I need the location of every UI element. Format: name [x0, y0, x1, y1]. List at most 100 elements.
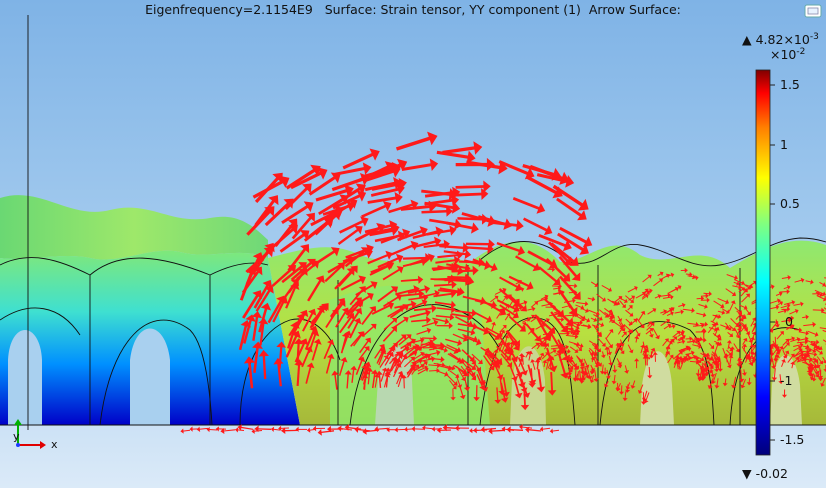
arrow-head — [373, 373, 380, 378]
arrow-head — [692, 354, 697, 360]
arrow-head — [561, 316, 565, 322]
arrow — [436, 150, 469, 159]
arrow — [377, 288, 395, 303]
arrow-head — [727, 326, 732, 331]
arrow-head — [587, 323, 591, 329]
arrow-head — [697, 341, 702, 346]
arrow — [691, 356, 697, 359]
arrow-head — [562, 239, 572, 252]
arrow-head — [600, 354, 606, 359]
arrow — [637, 312, 644, 322]
arrow-head — [746, 311, 751, 316]
arrow — [591, 374, 595, 381]
arrow-head — [738, 360, 744, 364]
arrow — [498, 363, 501, 370]
arrow-head — [541, 322, 546, 328]
arrow — [741, 295, 749, 303]
arrow — [730, 318, 738, 326]
arrow-head — [593, 317, 598, 323]
arrow-head — [436, 427, 441, 434]
arrow-head — [444, 371, 449, 377]
arrow — [457, 328, 472, 333]
arrow — [549, 350, 555, 354]
arrow-head — [589, 379, 595, 384]
arrow-head — [534, 315, 539, 321]
arrow-head — [805, 330, 809, 336]
arrow — [568, 320, 578, 326]
arrow — [397, 376, 403, 388]
arrow-head — [414, 364, 420, 369]
arrow — [823, 307, 826, 310]
arrow-head — [618, 296, 623, 301]
arrow — [399, 344, 410, 355]
arrow — [308, 176, 336, 196]
arrow-head — [715, 341, 721, 346]
arrow-head — [743, 288, 748, 293]
arrow — [802, 316, 807, 319]
arrow-head — [616, 300, 621, 306]
arrow — [420, 358, 433, 362]
arrow-head — [386, 427, 390, 433]
arrow-head — [680, 348, 685, 353]
arrow — [625, 309, 632, 316]
arrow-head — [647, 274, 652, 279]
arrow-head — [511, 355, 519, 362]
arrow — [795, 355, 803, 359]
arrow — [607, 311, 612, 318]
arrow — [435, 315, 451, 319]
arrow — [662, 296, 672, 299]
arrow-head — [525, 351, 530, 356]
arrow — [822, 339, 826, 343]
arrow-head — [779, 301, 783, 306]
arrow — [605, 381, 609, 386]
arrow — [476, 374, 484, 387]
arrow — [301, 350, 310, 368]
arrow — [429, 346, 442, 351]
arrow-head — [384, 161, 395, 174]
arrow-head — [356, 190, 367, 202]
arrow-head — [354, 426, 359, 433]
arrow — [408, 302, 424, 311]
arrow — [253, 347, 259, 373]
arrow-head — [561, 290, 565, 296]
arrow-head — [305, 212, 315, 222]
arrow — [692, 325, 703, 327]
arrow — [659, 294, 669, 297]
arrow-head — [744, 356, 750, 360]
arrow-head — [691, 307, 695, 314]
arrow — [812, 360, 817, 367]
arrow — [749, 353, 753, 362]
arrow-head — [384, 373, 391, 378]
arrow-head — [488, 364, 495, 371]
arrow-head — [464, 263, 471, 273]
arrow — [556, 318, 562, 320]
arrow — [367, 370, 371, 385]
arrow-head — [745, 293, 750, 298]
arrow — [315, 189, 348, 202]
arrow — [252, 316, 259, 341]
arrow — [285, 335, 298, 358]
arch-hole — [640, 351, 674, 425]
arrow-head — [805, 314, 809, 320]
arrow-head — [350, 365, 358, 371]
arrow-head — [684, 353, 690, 358]
arrow — [568, 341, 578, 345]
arrow-head — [735, 348, 740, 353]
arrow-head — [406, 334, 412, 340]
arrow-head — [646, 291, 651, 296]
arrow — [397, 229, 423, 242]
arrow-head — [354, 307, 363, 315]
arrow-head — [464, 249, 472, 259]
arrow — [329, 301, 343, 318]
arrow — [770, 322, 777, 330]
arrow-head — [366, 292, 374, 301]
arrow-head — [519, 325, 526, 332]
arrow — [738, 288, 744, 293]
arrow-head — [470, 328, 476, 336]
arrow-head — [569, 358, 574, 364]
window-restore-icon[interactable] — [804, 4, 822, 18]
arrow — [354, 226, 380, 242]
arrow — [437, 254, 459, 259]
